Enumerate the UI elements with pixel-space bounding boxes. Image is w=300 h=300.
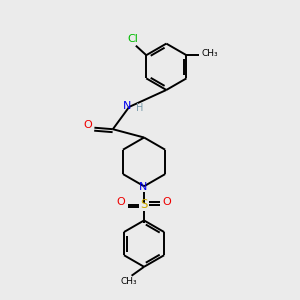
Text: O: O [83,120,92,130]
Text: H: H [136,103,143,113]
Text: S: S [140,198,148,211]
Text: N: N [139,182,148,193]
Text: O: O [163,197,171,207]
Text: Cl: Cl [128,34,138,44]
Text: O: O [117,197,125,207]
Text: CH₃: CH₃ [201,49,218,58]
Text: CH₃: CH₃ [121,277,137,286]
Text: N: N [123,101,131,111]
